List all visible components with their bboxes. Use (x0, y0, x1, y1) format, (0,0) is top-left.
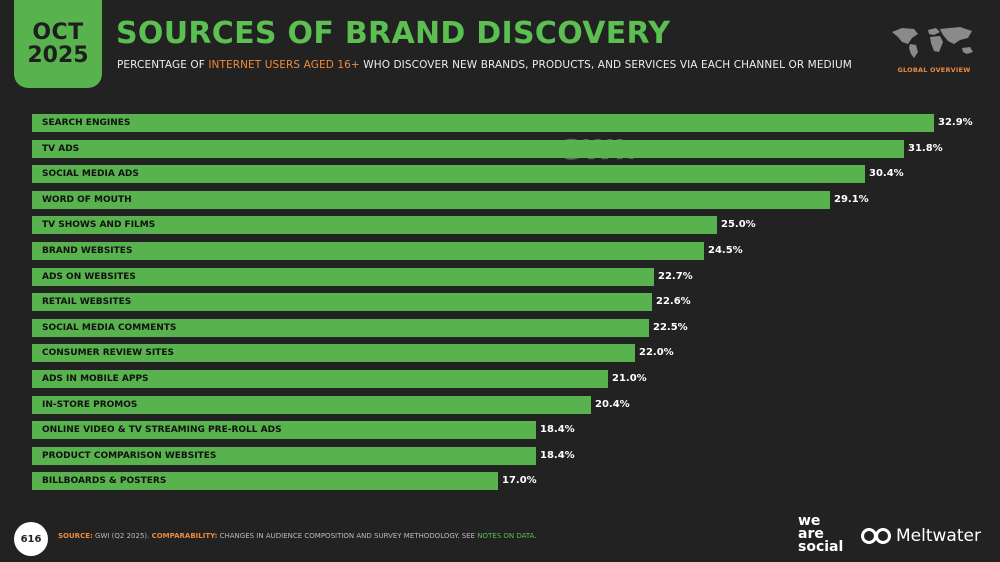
logo-line-social: social (798, 539, 844, 555)
notes-link[interactable]: NOTES ON DATA (477, 532, 535, 540)
page-number: 616 (14, 522, 48, 556)
bar (32, 318, 649, 337)
value-label: 22.7% (658, 270, 693, 282)
logo-line-are: are (798, 526, 824, 542)
value-label: 31.8% (908, 142, 943, 154)
value-label: 17.0% (502, 475, 537, 487)
category-label: BILLBOARDS & POSTERS (42, 476, 167, 487)
value-label: 18.4% (540, 424, 575, 436)
category-label: TV SHOWS AND FILMS (42, 220, 156, 231)
bar (32, 190, 830, 209)
source-text: GWI (Q2 2025). (92, 532, 152, 540)
category-label: SOCIAL MEDIA ADS (42, 169, 139, 180)
value-label: 32.9% (938, 117, 973, 128)
category-label: BRAND WEBSITES (42, 246, 133, 256)
subtitle-suffix: WHO DISCOVER NEW BRANDS, PRODUCTS, AND S… (359, 59, 852, 71)
value-label: 21.0% (612, 373, 647, 384)
value-label: 22.5% (653, 321, 688, 333)
bar (32, 216, 717, 235)
meltwater-wordmark: Meltwater (896, 526, 981, 546)
bar (32, 139, 904, 158)
value-label: 25.0% (721, 219, 756, 231)
category-label: ADS ON WEBSITES (42, 271, 136, 282)
category-label: WORD OF MOUTH (42, 194, 132, 205)
bar-chart: SEARCH ENGINES 32.9% TV ADS 31.8% SOCIAL MED… (32, 114, 992, 494)
category-label: SOCIAL MEDIA COMMENTS (42, 322, 177, 333)
bar (32, 293, 652, 312)
category-label: IN-STORE PROMOS (42, 399, 138, 410)
page-title: SOURCES OF BRAND DISCOVERY (116, 16, 671, 51)
category-label: ONLINE VIDEO & TV STREAMING PRE-ROLL ADS (42, 425, 282, 436)
meltwater-logo: Meltwater (860, 526, 981, 546)
footer: 616 SOURCE: GWI (Q2 2025). COMPARABILITY… (0, 512, 1000, 562)
category-label: PRODUCT COMPARISON WEBSITES (42, 450, 217, 461)
date-year: 2025 (27, 43, 89, 68)
source-key: SOURCE: (58, 532, 93, 540)
bar (32, 344, 635, 363)
subtitle-highlight: INTERNET USERS AGED 16+ (208, 59, 360, 71)
logo-line-we: we (798, 513, 821, 529)
value-label: 20.4% (595, 398, 630, 410)
category-label: TV ADS (42, 143, 80, 154)
region-block: GLOBAL OVERVIEW (888, 24, 980, 74)
bar (32, 114, 934, 132)
bar (32, 421, 536, 440)
bar (32, 446, 536, 465)
category-label: ADS IN MOBILE APPS (42, 374, 149, 384)
category-label: CONSUMER REVIEW SITES (42, 348, 174, 359)
subtitle-prefix: PERCENTAGE OF (117, 59, 209, 71)
bar (32, 395, 591, 414)
value-label: 22.0% (639, 347, 674, 359)
bar (32, 472, 498, 491)
page-subtitle: PERCENTAGE OF INTERNET USERS AGED 16+ WH… (117, 59, 852, 71)
value-label: 22.6% (656, 296, 691, 308)
comparability-text: CHANGES IN AUDIENCE COMPOSITION AND SURV… (217, 532, 478, 540)
category-label: SEARCH ENGINES (42, 118, 131, 128)
we-are-social-logo: we are social (798, 513, 844, 555)
source-note: SOURCE: GWI (Q2 2025). COMPARABILITY: CH… (58, 532, 537, 540)
value-label: 29.1% (834, 193, 869, 205)
bar (32, 370, 608, 388)
value-label: 30.4% (869, 168, 904, 180)
comparability-key: COMPARABILITY: (151, 532, 218, 540)
value-label: 24.5% (708, 245, 743, 256)
region-label: GLOBAL OVERVIEW (897, 66, 971, 74)
category-label: RETAIL WEBSITES (42, 297, 132, 308)
world-map-icon (892, 27, 973, 58)
date-month: OCT (32, 19, 84, 45)
value-label: 18.4% (540, 449, 575, 461)
bar (32, 267, 654, 286)
source-end: . (534, 532, 537, 540)
bar (32, 165, 865, 184)
meltwater-mark-icon (861, 528, 891, 544)
date-badge: OCT 2025 (14, 0, 102, 88)
bar (32, 242, 704, 260)
